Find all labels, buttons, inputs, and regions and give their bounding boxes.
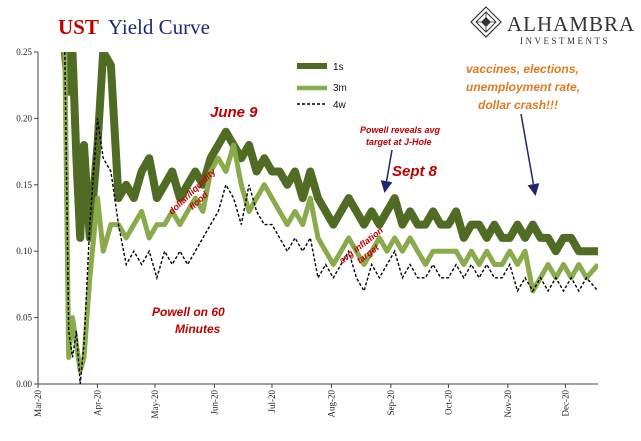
annotation-powell-60-line1: Powell on 60 (152, 305, 225, 319)
x-tick-label: Dec-20 (560, 390, 570, 417)
x-ticks: Mar-20 Apr-20 May-20 Jun-20 Jul-20 Aug-20 Sep-… (33, 384, 570, 419)
alhambra-logo: ALHAMBRA INVESTMENTS (470, 6, 635, 46)
logo-diamond-icon (470, 6, 502, 38)
legend-item-1s: 1s (297, 62, 344, 73)
series-line-4w (64, 52, 598, 384)
logo-name: ALHAMBRA (507, 12, 635, 36)
title-prefix: UST (58, 15, 99, 39)
legend-label-1s: 1s (333, 62, 344, 73)
y-tick-label: 0.10 (16, 246, 32, 256)
y-tick-label: 0.15 (16, 180, 32, 190)
annotation-powell-avg-line1: Powell reveals avg (360, 125, 441, 135)
y-ticks: 0.00 0.05 0.10 0.15 0.20 0.25 (16, 47, 38, 389)
annotation-powell-avg-line2: target at J-Hole (366, 137, 432, 147)
annotation-powell-60: Powell on 60 Minutes (152, 305, 225, 336)
series-line-3m (62, 52, 598, 374)
legend-label-3m: 3m (333, 83, 347, 94)
legend: 1s 3m 4w (297, 62, 347, 111)
y-tick-label: 0.25 (16, 47, 32, 57)
arrow-vaccines (520, 113, 540, 196)
title-rest: Yield Curve (108, 15, 210, 39)
x-tick-label: Jul-20 (267, 390, 277, 413)
x-tick-label: Sep-20 (386, 390, 396, 416)
x-tick-label: Nov-20 (503, 390, 513, 418)
legend-item-3m: 3m (297, 83, 347, 94)
annotation-powell-avg: Powell reveals avg target at J-Hole (360, 125, 441, 147)
logo-sub: INVESTMENTS (520, 36, 610, 46)
x-tick-label: Apr-20 (92, 390, 102, 416)
chart-title: UST Yield Curve (58, 15, 210, 39)
annotation-vaccines: vaccines, elections, unemployment rate, … (466, 62, 580, 112)
x-tick-label: Oct-20 (443, 390, 453, 415)
x-tick-label: Jun-20 (209, 390, 219, 415)
x-tick-label: May-20 (150, 390, 160, 419)
legend-item-4w: 4w (297, 100, 347, 111)
annotation-vaccines-line2: unemployment rate, (466, 80, 580, 94)
annotation-vaccines-line3: dollar crash!!! (478, 98, 558, 112)
arrow-powell-avg (380, 149, 393, 193)
y-tick-label: 0.00 (16, 379, 32, 389)
annotation-powell-60-line2: Minutes (175, 322, 221, 336)
legend-label-4w: 4w (333, 100, 347, 111)
series-layer (60, 52, 598, 384)
x-tick-label: Aug-20 (326, 390, 336, 418)
plot-area: 0.00 0.05 0.10 0.15 0.20 0.25 Mar-20 Apr-20 May… (16, 47, 598, 419)
annotation-vaccines-line1: vaccines, elections, (466, 62, 579, 76)
annotation-june9: June 9 (210, 104, 258, 121)
y-tick-label: 0.20 (16, 113, 32, 123)
x-tick-label: Mar-20 (33, 390, 43, 417)
series-line-1s (60, 52, 598, 256)
annotation-sept8: Sept 8 (392, 163, 438, 180)
y-tick-label: 0.05 (16, 313, 32, 323)
